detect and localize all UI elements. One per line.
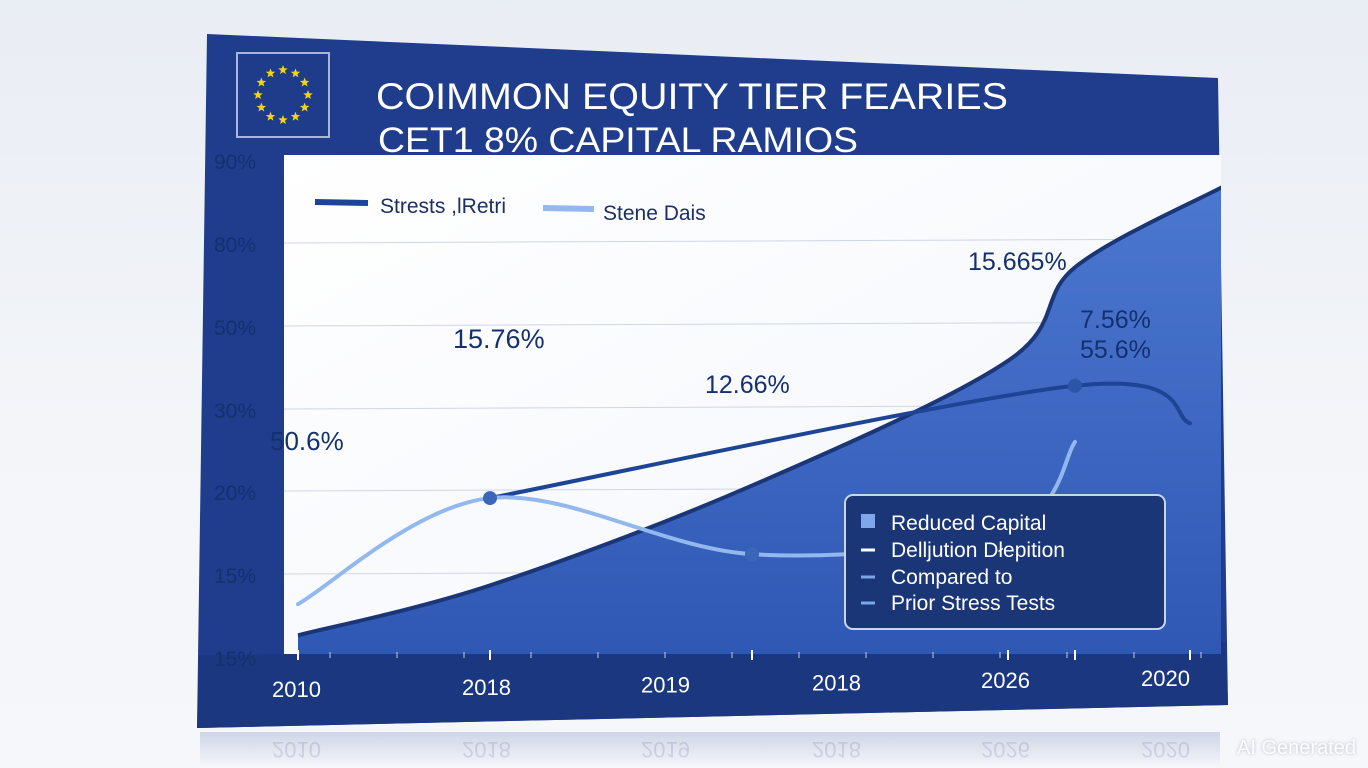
info-line: Delljution Dłepition	[891, 539, 1065, 562]
info-line: Reduced Capital	[891, 512, 1046, 535]
legend: Strests ,lRetri Stene Dais	[314, 195, 706, 225]
x-tick-reflection: 2018	[812, 737, 861, 762]
floor-reflection	[200, 732, 1220, 768]
star-icon	[278, 115, 288, 125]
legend-label-1: Strests ,lRetri	[380, 195, 506, 218]
annotation-label: 15.76%	[453, 324, 545, 354]
data-point	[745, 547, 759, 562]
watermark: AI Generated	[1237, 737, 1356, 759]
star-icon	[256, 77, 267, 87]
y-tick-label: 30%	[214, 400, 256, 423]
board-bottom-band	[197, 643, 1228, 728]
star-icon	[303, 90, 313, 100]
x-tick-label: 2010	[272, 677, 321, 702]
annotation-label: 15.665%	[968, 248, 1067, 276]
star-icon	[278, 65, 288, 75]
x-tick-label: 2018	[812, 670, 861, 695]
x-tick-label: 2018	[462, 675, 511, 700]
y-tick-label: 20%	[214, 482, 256, 505]
y-tick-label: 80%	[214, 234, 256, 257]
x-tick-reflection: 2020	[1141, 737, 1190, 762]
x-tick-reflection: 2026	[981, 737, 1030, 762]
square-bullet-icon	[861, 514, 875, 528]
annotation-label: 7.56%	[1080, 306, 1151, 334]
y-tick-label: 90%	[214, 151, 256, 174]
info-line: Compared to	[891, 566, 1012, 589]
legend-label-2: Stene Dais	[603, 202, 706, 225]
y-axis: 90% 80% 50% 30% 20% 15% 15%	[214, 151, 256, 671]
area-series-edge	[297, 185, 1221, 638]
data-point	[483, 491, 497, 506]
eu-flag-icon	[236, 52, 330, 138]
legend-swatch-light	[542, 205, 595, 212]
x-axis: 2010 2018 2019 2018 2026 2020	[272, 650, 1202, 702]
chart-subtitle: CET1 8% CAPITAL RAMIOS	[378, 121, 858, 160]
x-tick-label: 2020	[1141, 666, 1190, 691]
x-tick-label: 2026	[981, 668, 1030, 693]
star-icon	[290, 111, 301, 121]
y-tick-label: 15%	[214, 648, 256, 671]
y-tick-label: 15%	[214, 565, 256, 588]
x-tick-label: 2019	[641, 673, 690, 698]
star-icon	[265, 111, 276, 121]
gridline	[283, 238, 1222, 244]
stars	[253, 65, 313, 125]
annotation-label: 55.6%	[1080, 336, 1151, 364]
star-icon	[299, 102, 310, 112]
annotation-label: 50.6%	[270, 426, 344, 456]
star-icon	[256, 102, 267, 112]
info-line: Prior Stress Tests	[891, 592, 1055, 615]
star-icon	[290, 68, 301, 78]
series-line-1	[488, 381, 1192, 501]
annotation-label: 12.66%	[705, 371, 790, 399]
points-group	[483, 378, 1082, 562]
star-icon	[253, 90, 263, 100]
legend-swatch-dark	[314, 199, 369, 206]
y-tick-label: 50%	[214, 317, 256, 340]
star-icon	[299, 77, 310, 87]
x-tick-reflection: 2019	[641, 737, 690, 762]
data-point	[1068, 378, 1082, 393]
info-box: Reduced Capital Delljution Dłepition Com…	[844, 494, 1166, 630]
x-tick-reflection: 2018	[462, 737, 511, 762]
chart-title: COIMMON EQUITY TIER FEARIES	[376, 76, 1008, 117]
x-tick-reflection: 2010	[272, 737, 321, 762]
star-icon	[265, 68, 276, 78]
